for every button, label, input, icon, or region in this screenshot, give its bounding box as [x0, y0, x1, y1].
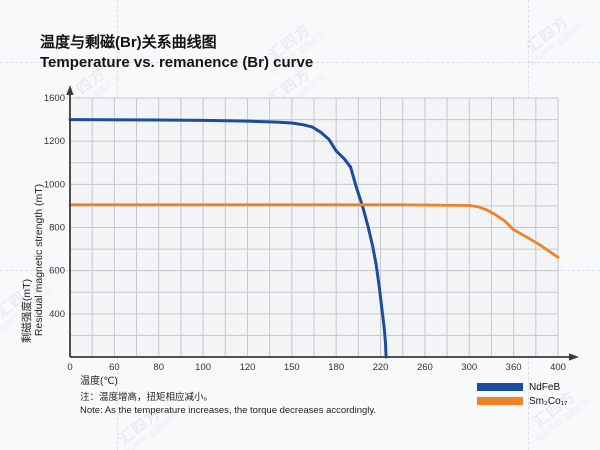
legend-label-sm2co17: Sm₂Co₁₇ — [529, 395, 568, 407]
x-tick-label: 180 — [328, 362, 344, 373]
x-tick-label: 120 — [240, 362, 256, 373]
x-tick-label: 0 — [67, 362, 72, 373]
y-tick-label: 1200 — [44, 136, 65, 147]
y-axis-label-english: Residual magnetic strength (mT) — [33, 183, 45, 337]
y-axis-label-chinese: 剩磁强度(mT) — [21, 278, 33, 344]
chart-title-chinese: 温度与剩磁(Br)关系曲线图 — [40, 34, 217, 51]
axes — [69, 92, 572, 358]
x-tick-label: 60 — [109, 362, 120, 373]
x-axis-arrow-icon — [569, 353, 579, 361]
footnote-chinese: 注：温度增高，扭矩相应减小。 — [80, 392, 214, 403]
x-tick-label: 150 — [284, 362, 300, 373]
legend-item-sm2co17: Sm₂Co₁₇ — [477, 395, 567, 407]
y-tick-labels: 1600 1200 1000 800 600 400 — [44, 93, 65, 320]
y-tick-label: 1000 — [44, 179, 65, 190]
chart-legend: NdFeB Sm₂Co₁₇ — [477, 381, 567, 409]
x-tick-label: 100 — [195, 362, 211, 373]
curve-sm2co17 — [68, 203, 560, 259]
x-axis-label: 温度(℃) — [80, 376, 118, 387]
chart-title-english: Temperature vs. remanence (Br) curve — [40, 54, 314, 71]
legend-label-ndfeb: NdFeB — [529, 381, 561, 393]
x-tick-label: 400 — [550, 362, 566, 373]
footnote: 注：温度增高，扭矩相应减小。 Note: As the temperature … — [80, 391, 376, 417]
x-tick-label: 300 — [461, 362, 477, 373]
y-axis-arrow-icon — [66, 85, 74, 95]
sm2co17-color-swatch — [477, 397, 523, 405]
y-tick-label: 800 — [49, 223, 65, 234]
curve-ndfeb — [68, 118, 388, 359]
y-tick-label: 1600 — [44, 93, 65, 104]
x-tick-label: 260 — [417, 362, 433, 373]
y-tick-label: 400 — [49, 309, 65, 320]
legend-item-ndfeb: NdFeB — [477, 381, 567, 393]
x-tick-label: 360 — [506, 362, 522, 373]
ndfeb-color-swatch — [477, 383, 523, 391]
x-tick-label: 220 — [373, 362, 389, 373]
y-tick-label: 600 — [49, 266, 65, 277]
x-tick-label: 80 — [153, 362, 164, 373]
footnote-english: Note: As the temperature increases, the … — [80, 405, 377, 416]
x-tick-labels: 0 60 80 100 120 150 180 220 260 300 360 400 — [67, 362, 566, 373]
grid — [69, 97, 559, 358]
